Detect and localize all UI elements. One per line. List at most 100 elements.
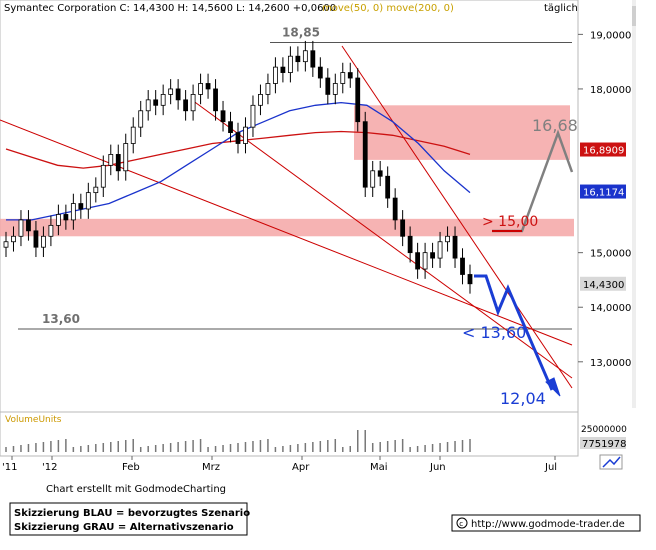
candle [33, 221, 39, 258]
ma-legend: move(50, 0) move(200, 0) [322, 3, 454, 14]
candle-body [213, 88, 218, 112]
candle [280, 57, 286, 83]
x-tick-label: '12 [42, 462, 57, 473]
candle-body [235, 132, 241, 144]
candle [123, 133, 129, 181]
x-tick-label: '11 [2, 462, 17, 473]
candle [108, 144, 114, 176]
candle [153, 90, 159, 116]
y-tick-label: 15,0000 [590, 249, 631, 260]
candle-body [340, 72, 346, 84]
candle [100, 155, 106, 197]
candle [437, 231, 443, 268]
candle-body [198, 83, 203, 95]
candle-body [93, 186, 99, 194]
candle-body [100, 164, 106, 188]
candle [385, 166, 391, 208]
volume-badge: 7751978 [582, 439, 627, 450]
candle-body [355, 77, 361, 123]
candle-body [377, 170, 383, 177]
candle-body [108, 154, 114, 166]
candle-body [325, 77, 331, 95]
scenario-label: < 13,60 [462, 323, 526, 342]
x-tick-label: Apr [292, 462, 310, 473]
chart-tool-icon[interactable] [599, 454, 623, 470]
candle [205, 73, 211, 99]
candle-body [392, 197, 398, 221]
candle [48, 215, 54, 247]
candle-body [130, 126, 136, 144]
candle-body [243, 126, 248, 144]
level-label: 18,85 [282, 26, 320, 40]
scenario-label: 16,68 [532, 116, 578, 135]
candle-body [437, 241, 443, 259]
legend-blue: Skizzierung BLAU = bevorzugtes Szenario [14, 508, 250, 519]
candle-body [123, 143, 129, 172]
website-link[interactable]: http://www.godmode-trader.de [471, 519, 625, 530]
candle-body [362, 121, 368, 188]
candle [310, 40, 316, 77]
candle-body [460, 257, 465, 275]
candle-body [280, 66, 286, 73]
candle [467, 264, 473, 294]
candle [3, 231, 9, 258]
candle-body [160, 94, 166, 106]
candle-body [190, 94, 196, 112]
candle-body [452, 235, 458, 259]
resistance-zone [354, 105, 570, 160]
legend-box [9, 502, 248, 536]
candle-body [302, 50, 308, 63]
candle-body [250, 104, 256, 128]
candle-body [153, 99, 159, 106]
candle-body [258, 94, 263, 106]
trend-line [0, 119, 573, 346]
price-badge-bg [580, 142, 626, 157]
candle [198, 73, 203, 105]
y-tick-label: 19,0000 [590, 30, 631, 41]
candle [430, 242, 435, 268]
candle-body [168, 88, 174, 95]
url-box[interactable] [451, 514, 641, 532]
candle-body [445, 235, 450, 243]
volume-bars [5, 430, 471, 452]
candle-body [467, 274, 473, 285]
candle [340, 62, 346, 94]
candle-body [407, 235, 413, 254]
candle-body [26, 219, 31, 232]
candle-body [295, 55, 301, 63]
blue-arrow-head [545, 377, 561, 397]
candles [3, 40, 473, 294]
candle-body [273, 66, 278, 84]
candle [258, 84, 263, 116]
price-badge-bg [580, 276, 626, 291]
candle-body [183, 99, 189, 112]
x-tick-label: Mrz [202, 462, 220, 473]
level-label: 13,60 [42, 312, 80, 326]
candle-body [70, 203, 76, 221]
candle-body [228, 121, 233, 134]
candle [138, 100, 144, 137]
period-label[interactable]: täglich [544, 3, 578, 14]
candle [235, 122, 241, 154]
x-tick-label: Jun [429, 462, 446, 473]
resistance-zones [0, 105, 574, 237]
trend-line [341, 45, 573, 389]
candle [250, 95, 256, 137]
blue-scenario-path [474, 274, 554, 391]
candle-body [115, 154, 121, 172]
candle [273, 57, 278, 94]
candle [415, 242, 421, 279]
price-badge-bg [580, 184, 626, 199]
candle [78, 193, 84, 219]
candle-body [310, 50, 316, 68]
scrollbar-thumb[interactable] [632, 6, 636, 26]
candle-body [287, 55, 293, 73]
copyright-icon: c [456, 517, 468, 529]
candle [392, 188, 398, 230]
candle [265, 73, 271, 105]
candle-body [422, 252, 428, 270]
scrollbar-track[interactable] [632, 0, 636, 408]
candle-body [205, 83, 211, 90]
candle [452, 226, 458, 268]
candle-body [265, 83, 271, 95]
